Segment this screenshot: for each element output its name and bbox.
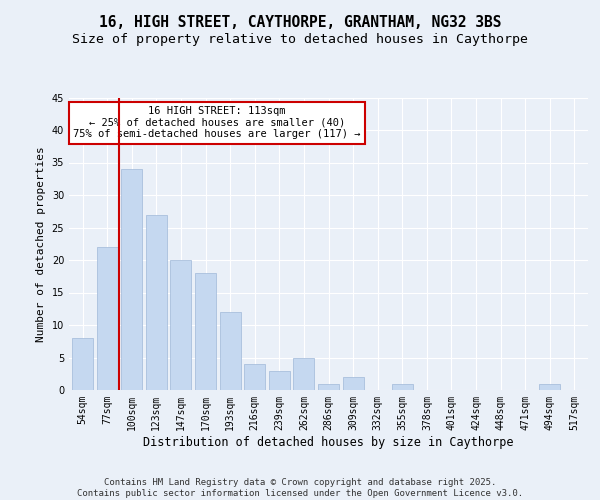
Bar bbox=[244, 364, 265, 390]
Bar bbox=[72, 338, 93, 390]
Bar bbox=[269, 370, 290, 390]
Text: 16, HIGH STREET, CAYTHORPE, GRANTHAM, NG32 3BS: 16, HIGH STREET, CAYTHORPE, GRANTHAM, NG… bbox=[99, 15, 501, 30]
Bar bbox=[318, 384, 339, 390]
Bar bbox=[539, 384, 560, 390]
Bar bbox=[195, 273, 216, 390]
X-axis label: Distribution of detached houses by size in Caythorpe: Distribution of detached houses by size … bbox=[143, 436, 514, 448]
Bar bbox=[392, 384, 413, 390]
Bar bbox=[121, 169, 142, 390]
Bar bbox=[170, 260, 191, 390]
Text: Contains HM Land Registry data © Crown copyright and database right 2025.
Contai: Contains HM Land Registry data © Crown c… bbox=[77, 478, 523, 498]
Text: Size of property relative to detached houses in Caythorpe: Size of property relative to detached ho… bbox=[72, 32, 528, 46]
Text: 16 HIGH STREET: 113sqm
← 25% of detached houses are smaller (40)
75% of semi-det: 16 HIGH STREET: 113sqm ← 25% of detached… bbox=[73, 106, 361, 140]
Bar bbox=[97, 247, 118, 390]
Bar bbox=[146, 214, 167, 390]
Bar bbox=[293, 358, 314, 390]
Bar bbox=[220, 312, 241, 390]
Bar bbox=[343, 377, 364, 390]
Y-axis label: Number of detached properties: Number of detached properties bbox=[36, 146, 46, 342]
